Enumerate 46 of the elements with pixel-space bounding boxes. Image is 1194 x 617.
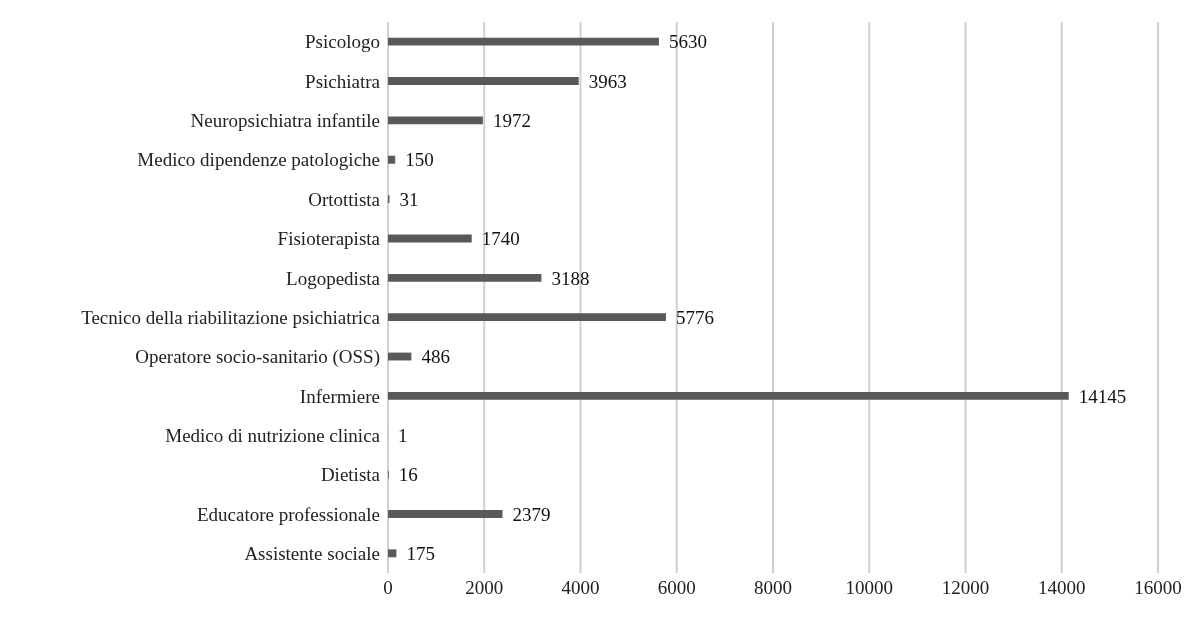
y-tick-label: Medico di nutrizione clinica	[165, 424, 381, 446]
x-tick-label: 16000	[1134, 577, 1182, 599]
x-tick-label: 0	[383, 577, 393, 599]
data-label: 3963	[588, 70, 627, 92]
y-tick-label: Ortottista	[308, 188, 381, 210]
y-tick-label: Psicologo	[305, 31, 380, 53]
bar	[388, 391, 1069, 400]
bar	[388, 155, 396, 164]
data-label: 31	[399, 188, 419, 210]
x-tick-label: 14000	[1038, 577, 1086, 599]
data-label: 5630	[668, 31, 707, 53]
bar	[388, 37, 659, 46]
data-label: 1972	[492, 110, 531, 132]
data-label: 1	[398, 424, 408, 446]
x-tick-label: 8000	[754, 577, 792, 599]
bar	[388, 116, 483, 125]
data-label: 16	[398, 464, 418, 486]
bar	[388, 273, 542, 282]
y-tick-label: Assistente sociale	[244, 543, 380, 565]
y-tick-label: Infermiere	[299, 385, 380, 407]
y-tick-label: Tecnico della riabilitazione psichiatrica	[81, 306, 381, 328]
y-tick-label: Educatore professionale	[196, 503, 380, 525]
x-tick-label: 10000	[845, 577, 893, 599]
data-label: 175	[406, 543, 435, 565]
data-label: 2379	[512, 503, 551, 525]
data-label: 150	[405, 149, 434, 171]
x-tick-label: 2000	[465, 577, 504, 599]
bar	[388, 313, 666, 322]
bar	[388, 510, 503, 518]
data-label: 1740	[481, 228, 520, 250]
bar	[388, 77, 579, 85]
data-label: 486	[421, 346, 450, 368]
y-tick-label: Psichiatra	[305, 70, 381, 92]
x-tick-label: 4000	[561, 577, 600, 599]
data-label: 5776	[675, 306, 714, 328]
x-tick-label: 12000	[941, 577, 990, 599]
bar	[388, 549, 397, 558]
data-label: 14145	[1078, 385, 1127, 407]
y-tick-label: Neuropsichiatra infantile	[190, 110, 380, 132]
x-tick-label: 6000	[657, 577, 696, 599]
y-tick-label: Medico dipendenze patologiche	[137, 149, 380, 171]
y-tick-label: Fisioterapista	[277, 228, 381, 250]
data-label: 3188	[551, 267, 590, 289]
y-tick-label: Dietista	[320, 464, 381, 486]
y-tick-label: Logopedista	[286, 267, 381, 289]
y-tick-label: Operatore socio-sanitario (OSS)	[135, 346, 380, 369]
